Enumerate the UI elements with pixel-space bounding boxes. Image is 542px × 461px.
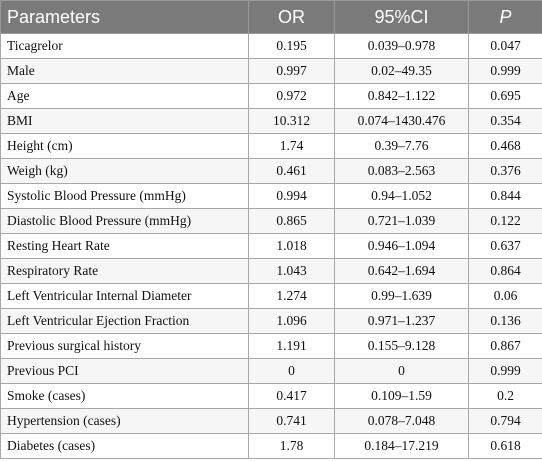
table-cell: 0.083–2.563 bbox=[334, 158, 469, 184]
header-cell: OR bbox=[248, 0, 335, 34]
table-cell: 0.642–1.694 bbox=[334, 258, 469, 284]
table-cell: 0.122 bbox=[468, 208, 542, 234]
table-cell: Height (cm) bbox=[0, 133, 249, 159]
table-row: BMI 10.312 0.074–1430.476 0.354 bbox=[0, 108, 542, 134]
table-row: Previous surgical history 1.191 0.155–9.12… bbox=[0, 333, 542, 359]
table-cell: 0.468 bbox=[468, 133, 542, 159]
table-row: Smoke (cases) 0.417 0.109–1.59 0.2 bbox=[0, 383, 542, 409]
table-cell: 0.06 bbox=[468, 283, 542, 309]
table-row: Respiratory Rate 1.043 0.642–1.694 0.864 bbox=[0, 258, 542, 284]
table-cell: 1.78 bbox=[248, 433, 335, 459]
table-cell: 1.043 bbox=[248, 258, 335, 284]
table-cell: 0.637 bbox=[468, 233, 542, 259]
table-cell: 0.618 bbox=[468, 433, 542, 459]
table-cell: Previous surgical history bbox=[0, 333, 249, 359]
table-row: Systolic Blood Pressure (mmHg) 0.994 0.94–… bbox=[0, 183, 542, 209]
table-row: Age 0.972 0.842–1.122 0.695 bbox=[0, 83, 542, 109]
table-cell: Diabetes (cases) bbox=[0, 433, 249, 459]
table-cell: Ticagrelor bbox=[0, 33, 249, 59]
table-cell: Resting Heart Rate bbox=[0, 233, 249, 259]
header-cell: 95%CI bbox=[334, 0, 469, 34]
table-body: Ticagrelor 0.195 0.039–0.978 0.047 Male 0.997… bbox=[0, 33, 542, 459]
table-row: Male 0.997 0.02–49.35 0.999 bbox=[0, 58, 542, 84]
table-cell: Weigh (kg) bbox=[0, 158, 249, 184]
table-cell: Systolic Blood Pressure (mmHg) bbox=[0, 183, 249, 209]
table-cell: 0.39–7.76 bbox=[334, 133, 469, 159]
table-cell: 0.99–1.639 bbox=[334, 283, 469, 309]
table-cell: 1.74 bbox=[248, 133, 335, 159]
table-row: Hypertension (cases) 0.741 0.078–7.048 0.79… bbox=[0, 408, 542, 434]
table-cell: 0.741 bbox=[248, 408, 335, 434]
table-cell: 10.312 bbox=[248, 108, 335, 134]
table-cell: 0.109–1.59 bbox=[334, 383, 469, 409]
table-cell: 0.461 bbox=[248, 158, 335, 184]
table-cell: 0.972 bbox=[248, 83, 335, 109]
table-cell: 0.695 bbox=[468, 83, 542, 109]
table-cell: 0.039–0.978 bbox=[334, 33, 469, 59]
table-row: Ticagrelor 0.195 0.039–0.978 0.047 bbox=[0, 33, 542, 59]
table-cell: 0.844 bbox=[468, 183, 542, 209]
table-cell: 0.94–1.052 bbox=[334, 183, 469, 209]
header-cell: P bbox=[468, 0, 542, 34]
header-row: Parameters OR 95%CI P bbox=[0, 0, 542, 34]
table-row: Diabetes (cases) 1.78 0.184–17.219 0.618 bbox=[0, 433, 542, 459]
table-cell: Previous PCI bbox=[0, 358, 249, 384]
table-row: Height (cm) 1.74 0.39–7.76 0.468 bbox=[0, 133, 542, 159]
table-cell: Age bbox=[0, 83, 249, 109]
table-cell: 0.867 bbox=[468, 333, 542, 359]
table-cell: 0 bbox=[334, 358, 469, 384]
table-cell: 0.864 bbox=[468, 258, 542, 284]
table-cell: Smoke (cases) bbox=[0, 383, 249, 409]
table-row: Left Ventricular Ejection Fraction 1.096 0… bbox=[0, 308, 542, 334]
table-cell: 0.078–7.048 bbox=[334, 408, 469, 434]
table-cell: 0.354 bbox=[468, 108, 542, 134]
table-cell: 0.074–1430.476 bbox=[334, 108, 469, 134]
table-cell: BMI bbox=[0, 108, 249, 134]
table-row: Previous PCI 0 0 0.999 bbox=[0, 358, 542, 384]
table-cell: 0.047 bbox=[468, 33, 542, 59]
table-cell: 0.376 bbox=[468, 158, 542, 184]
table-cell: 0.02–49.35 bbox=[334, 58, 469, 84]
table-cell: 0.865 bbox=[248, 208, 335, 234]
table-row: Weigh (kg) 0.461 0.083–2.563 0.376 bbox=[0, 158, 542, 184]
table-cell: 0.994 bbox=[248, 183, 335, 209]
table-cell: Left Ventricular Internal Diameter bbox=[0, 283, 249, 309]
table-cell: 0.2 bbox=[468, 383, 542, 409]
table-cell: Respiratory Rate bbox=[0, 258, 249, 284]
table-cell: Left Ventricular Ejection Fraction bbox=[0, 308, 249, 334]
table-cell: 0 bbox=[248, 358, 335, 384]
table-cell: Diastolic Blood Pressure (mmHg) bbox=[0, 208, 249, 234]
table-cell: 1.096 bbox=[248, 308, 335, 334]
table-row: Resting Heart Rate 1.018 0.946–1.094 0.637 bbox=[0, 233, 542, 259]
table-cell: Male bbox=[0, 58, 249, 84]
table-cell: 0.184–17.219 bbox=[334, 433, 469, 459]
table-cell: 0.842–1.122 bbox=[334, 83, 469, 109]
table-cell: 0.999 bbox=[468, 358, 542, 384]
table-cell: 0.155–9.128 bbox=[334, 333, 469, 359]
table-cell: 0.971–1.237 bbox=[334, 308, 469, 334]
table-cell: 1.191 bbox=[248, 333, 335, 359]
header-cell: Parameters bbox=[0, 0, 249, 34]
table-row: Diastolic Blood Pressure (mmHg) 0.865 0.72… bbox=[0, 208, 542, 234]
table-cell: 0.195 bbox=[248, 33, 335, 59]
table-cell: 0.794 bbox=[468, 408, 542, 434]
table-cell: 0.417 bbox=[248, 383, 335, 409]
table-cell: 1.274 bbox=[248, 283, 335, 309]
table-cell: 1.018 bbox=[248, 233, 335, 259]
table-row: Left Ventricular Internal Diameter 1.274 0… bbox=[0, 283, 542, 309]
table-cell: Hypertension (cases) bbox=[0, 408, 249, 434]
table-cell: 0.946–1.094 bbox=[334, 233, 469, 259]
table-cell: 0.997 bbox=[248, 58, 335, 84]
table-cell: 0.999 bbox=[468, 58, 542, 84]
table-cell: 0.136 bbox=[468, 308, 542, 334]
table-cell: 0.721–1.039 bbox=[334, 208, 469, 234]
